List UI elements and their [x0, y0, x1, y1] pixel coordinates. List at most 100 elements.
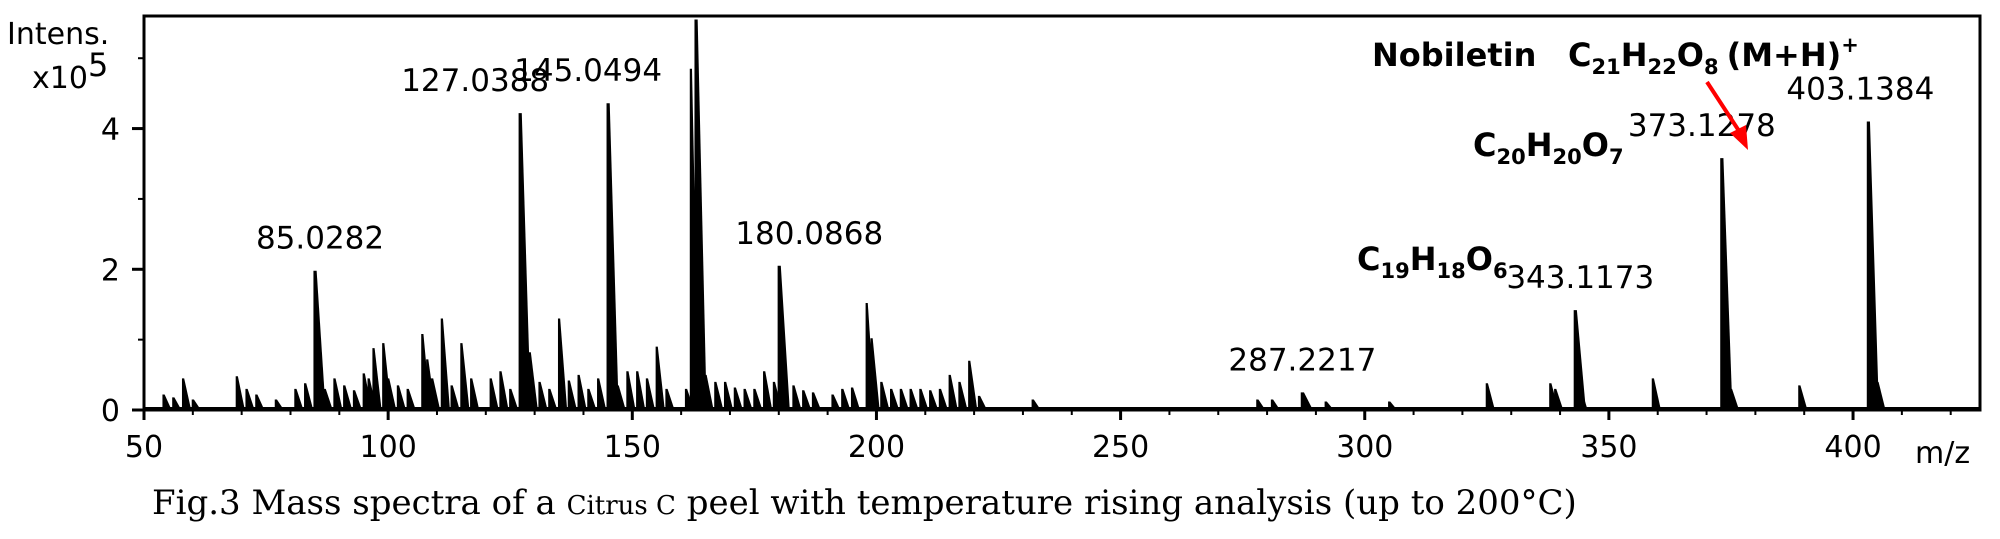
minor-peak: [430, 378, 441, 410]
minor-peak: [343, 385, 353, 410]
minor-peak: [1485, 383, 1495, 410]
minor-peak: [929, 390, 939, 410]
formula-subscript: 8: [1704, 55, 1719, 79]
formula-element: C: [1473, 126, 1496, 164]
major-peak: [606, 103, 619, 410]
minor-peak: [557, 318, 568, 410]
minor-peak: [938, 388, 949, 410]
formula-subscript: 6: [1493, 259, 1508, 283]
minor-peak: [235, 376, 245, 410]
minor-peak: [636, 371, 646, 410]
minor-peak: [587, 388, 597, 410]
x-tick-label: 350: [1580, 430, 1637, 465]
minor-peak: [528, 352, 538, 410]
major-peak: [1720, 158, 1733, 410]
minor-peak: [626, 371, 636, 410]
y-axis-label-exponent: 5: [88, 46, 108, 84]
peak-label: 127.0388: [401, 63, 549, 99]
minor-peak: [655, 346, 665, 410]
formula-superscript: +: [1841, 33, 1859, 57]
axis-ticks-group: 50 100 150 200 250 300 350 400 0 2 4: [101, 57, 1952, 465]
minor-peak: [1651, 378, 1661, 410]
minor-peak: [333, 378, 343, 410]
formula-subscript: 22: [1648, 55, 1677, 79]
y-tick-label: 0: [101, 394, 120, 429]
minor-peak: [870, 338, 880, 410]
minor-peak: [470, 378, 480, 410]
minor-peak: [396, 385, 407, 410]
minor-peak: [597, 378, 607, 410]
minor-peak: [714, 381, 724, 410]
minor-peak: [577, 374, 587, 410]
figure-caption: Fig.3 Mass spectra of a Citrus C peel wi…: [152, 483, 1577, 523]
minor-peak: [645, 378, 656, 410]
x-tick-label: 50: [125, 430, 163, 465]
minor-peak: [245, 388, 255, 410]
minor-peak: [294, 388, 304, 410]
major-peak: [1866, 121, 1879, 411]
minor-peak: [323, 388, 333, 410]
minor-peak: [387, 378, 397, 410]
minor-peak: [850, 387, 861, 410]
caption-prefix: Fig.3 Mass spectra of a: [152, 483, 567, 523]
spectrum-peaks-group: [144, 19, 1980, 411]
minor-peak: [753, 388, 763, 410]
formula-label-c19: C19H18O6: [1357, 240, 1508, 283]
peak-label: 85.0282: [256, 221, 384, 257]
x-tick-label: 300: [1336, 430, 1393, 465]
minor-peak: [968, 360, 978, 410]
minor-peak: [372, 348, 382, 410]
minor-peak: [1388, 401, 1398, 410]
compound-name: Nobiletin: [1372, 36, 1536, 74]
minor-peak: [811, 392, 822, 410]
formula-element: H: [1526, 126, 1553, 164]
y-axis-label-base: x10: [32, 61, 88, 96]
minor-peak: [743, 388, 753, 410]
minor-peak: [919, 388, 929, 410]
formula-subscript: 19: [1380, 259, 1409, 283]
minor-peak: [958, 381, 968, 410]
caption-sample: Citrus C: [567, 491, 676, 521]
minor-peak: [548, 388, 558, 410]
major-peak: [777, 265, 790, 410]
major-peak: [694, 19, 707, 411]
caption-suffix: peel with temperature rising analysis (u…: [676, 483, 1577, 523]
red-arrow-line: [1705, 80, 1743, 136]
formula-element: O: [1677, 36, 1704, 74]
minor-peak: [948, 374, 958, 410]
peak-label: 163.0599: [637, 0, 785, 6]
minor-peak: [499, 371, 509, 410]
minor-peak: [1554, 388, 1564, 410]
formula-element: C: [1357, 240, 1380, 278]
minor-peak: [616, 385, 626, 410]
minor-peak: [763, 371, 773, 410]
y-tick-label: 2: [101, 253, 120, 288]
minor-peak: [406, 388, 416, 410]
major-peak: [1573, 310, 1586, 410]
minor-peak: [352, 390, 363, 410]
minor-peak: [509, 388, 519, 410]
y-axis-label-line1: Intens.: [7, 17, 109, 52]
peak-label: 287.2217: [1228, 342, 1376, 378]
minor-peak: [181, 378, 192, 410]
minor-peak: [255, 394, 265, 410]
peak-label: 403.1384: [1786, 72, 1934, 108]
formula-subscript: 20: [1496, 145, 1525, 169]
minor-peak: [1324, 401, 1334, 410]
x-tick-label: 250: [1092, 430, 1149, 465]
formula-element: H: [1410, 240, 1437, 278]
minor-peak: [489, 378, 499, 410]
x-tick-label: 150: [604, 430, 661, 465]
formula-element: H: [1621, 36, 1648, 74]
minor-peak: [889, 388, 900, 410]
minor-peak: [704, 374, 714, 410]
minor-peak: [909, 388, 919, 410]
x-tick-label: 100: [360, 430, 417, 465]
formula-element: C: [1568, 36, 1591, 74]
minor-peak: [841, 388, 851, 410]
major-peak: [518, 113, 531, 410]
minor-peak: [977, 395, 988, 410]
minor-peak: [1256, 399, 1266, 410]
